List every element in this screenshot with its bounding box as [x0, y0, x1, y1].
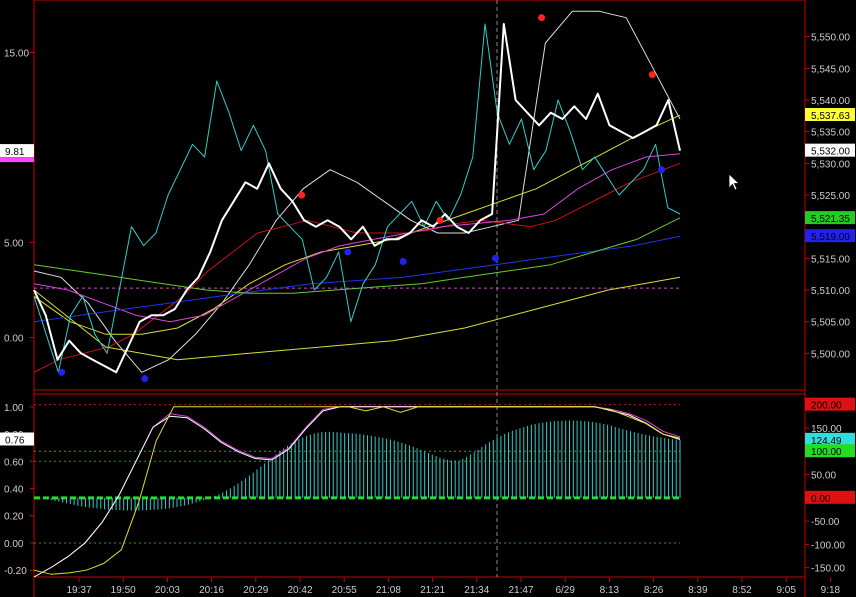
mouse-pointer-icon	[728, 173, 740, 191]
signal-marker	[491, 254, 499, 262]
osc-left-badge-bg	[0, 432, 34, 446]
price-badge-bg	[805, 108, 855, 122]
x-tick-label: 19:50	[111, 585, 136, 596]
x-tick-label: 6/29	[555, 585, 575, 596]
signal-marker	[344, 248, 352, 256]
price-series-line	[33, 10, 681, 373]
x-tick-label: 8:39	[688, 585, 708, 596]
x-tick-label: 21:47	[508, 585, 533, 596]
osc-badge: 0.00	[811, 494, 831, 505]
osc-left-axis-label: 0.40	[4, 485, 24, 496]
oscillator-line	[33, 406, 681, 578]
signal-marker	[538, 14, 546, 22]
osc-badge: 124.49	[811, 436, 842, 447]
price-series-line	[33, 23, 681, 373]
x-tick-label: 20:55	[332, 585, 357, 596]
signal-marker	[436, 216, 444, 224]
left-magenta-badge	[0, 157, 34, 163]
x-tick-label: 20:16	[199, 585, 224, 596]
x-tick-label: 8:52	[732, 585, 752, 596]
price-series-line	[33, 276, 681, 361]
right-axis-label: 5,550.00	[811, 33, 850, 44]
osc-left-axis-label: 0.60	[4, 457, 24, 468]
osc-left-axis-label: 0.00	[4, 539, 24, 550]
osc-right-axis-label: -150.00	[811, 564, 845, 575]
left-axis-label: 5.00	[4, 239, 24, 250]
osc-left-axis-label: 1.00	[4, 403, 24, 414]
left-value-badge-bg	[0, 144, 34, 158]
signal-marker	[141, 375, 149, 383]
left-axis-label: 0.00	[4, 334, 24, 345]
right-axis-label: 5,510.00	[811, 286, 850, 297]
price-series-line	[33, 114, 681, 335]
oscillator-line	[33, 406, 681, 578]
left-value-badge: 9.81	[5, 147, 25, 158]
price-badge: 5,521.35	[811, 214, 850, 225]
osc-badge-bg	[805, 444, 855, 458]
x-tick-label: 20:03	[155, 585, 180, 596]
x-tick-label: 8:26	[644, 585, 664, 596]
osc-badge: 100.00	[811, 447, 842, 458]
right-axis-label: 5,545.00	[811, 64, 850, 75]
signal-marker	[298, 191, 306, 199]
osc-badge-bg	[805, 432, 855, 446]
x-tick-label: 21:08	[376, 585, 401, 596]
price-series-line	[33, 235, 681, 323]
left-axis-label: 15.00	[4, 49, 29, 60]
x-tick-label: 19:37	[66, 585, 91, 596]
price-badge: 5,532.00	[811, 147, 850, 158]
price-badge: 5,537.63	[811, 111, 850, 122]
oscillator-panel-frame	[33, 393, 806, 578]
oscillator-line	[33, 406, 681, 575]
osc-right-axis-label: -50.00	[811, 517, 840, 528]
price-badge-bg	[805, 143, 855, 157]
price-badge-bg	[805, 229, 855, 243]
price-series-line	[33, 217, 681, 294]
right-axis-label: 5,500.00	[811, 349, 850, 360]
x-tick-label: 21:21	[420, 585, 445, 596]
right-axis-label: 5,530.00	[811, 159, 850, 170]
right-axis-label: 5,540.00	[811, 96, 850, 107]
osc-right-axis-label: 150.00	[811, 424, 842, 435]
signal-marker	[648, 71, 656, 79]
osc-left-axis-label: -0.20	[4, 566, 27, 577]
right-axis-label: 5,505.00	[811, 318, 850, 329]
right-axis-label: 5,535.00	[811, 128, 850, 139]
price-badge-bg	[805, 211, 855, 225]
x-tick-label: 8:13	[600, 585, 620, 596]
x-tick-label: 20:42	[287, 585, 312, 596]
right-axis-label: 5,525.00	[811, 191, 850, 202]
price-series-line	[33, 153, 681, 323]
osc-left-badge: 0.76	[5, 435, 25, 446]
x-tick-label: 21:34	[464, 585, 489, 596]
x-tick-label: 9:18	[821, 585, 841, 596]
osc-left-axis-label: 0.20	[4, 512, 24, 523]
osc-badge-bg	[805, 397, 855, 411]
osc-badge-bg	[805, 490, 855, 504]
osc-right-axis-label: -100.00	[811, 540, 845, 551]
x-tick-label: 9:05	[776, 585, 796, 596]
osc-right-axis-label: 50.00	[811, 471, 836, 482]
right-axis-label: 5,515.00	[811, 254, 850, 265]
signal-marker	[658, 166, 666, 174]
signal-marker	[399, 258, 407, 265]
price-badge: 5,519.00	[811, 232, 850, 243]
price-panel-frame	[33, 0, 806, 391]
signal-marker	[58, 368, 66, 376]
x-tick-label: 20:29	[243, 585, 268, 596]
price-series-line	[33, 23, 681, 374]
osc-badge: 200.00	[811, 401, 842, 412]
